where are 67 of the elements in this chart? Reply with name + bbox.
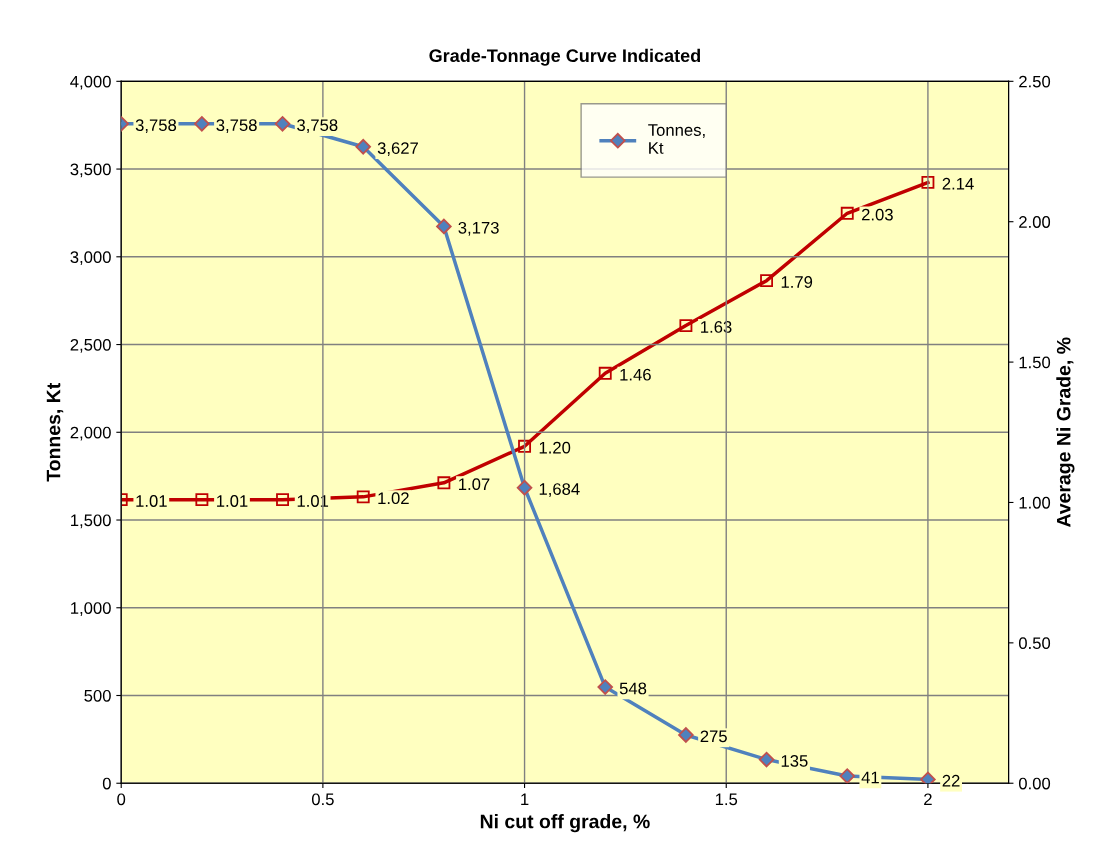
data-label: 1.63 xyxy=(701,321,732,333)
y2-tick-label: 2.00 xyxy=(1019,216,1051,228)
point xyxy=(920,771,936,784)
data-label: 1.01 xyxy=(297,495,329,507)
data-label: 1,684 xyxy=(539,483,580,497)
data-label: 2.14 xyxy=(942,177,974,190)
point xyxy=(921,175,935,189)
x-axis-title: Ni cut off grade, % xyxy=(480,814,650,833)
data-label: 3,758 xyxy=(297,119,338,134)
point xyxy=(758,751,775,768)
data-label: 1.01 xyxy=(136,495,167,507)
y2-tick-label: 1.50 xyxy=(1019,356,1051,369)
data-label: 275 xyxy=(700,730,727,743)
y2-tick-label: 2.50 xyxy=(1019,75,1051,88)
data-label: 135 xyxy=(781,755,808,767)
y-tick-label: 3,000 xyxy=(70,251,111,265)
point xyxy=(518,439,532,453)
x-tick-label: 2 xyxy=(924,793,932,806)
data-label: 22 xyxy=(942,774,960,787)
y-tick-label: 2,500 xyxy=(70,338,111,353)
chart-title: Grade-Tonnage Curve Indicated xyxy=(429,48,700,66)
point xyxy=(437,476,451,490)
y-tick-label: 2,000 xyxy=(70,426,111,441)
point xyxy=(839,768,856,784)
legend-label: Tonnes, Kt xyxy=(648,124,705,154)
point xyxy=(516,479,533,496)
x-tick-label: 0 xyxy=(117,793,126,806)
data-label: 1.79 xyxy=(781,276,813,288)
data-label: 3,758 xyxy=(216,119,257,134)
data-label: 3,758 xyxy=(135,119,177,134)
data-label: 41 xyxy=(861,771,879,784)
y2-axis-title: Average Ni Grade, % xyxy=(1056,337,1075,528)
y2-tick-label: 0.50 xyxy=(1018,637,1051,650)
x-tick-label: 1 xyxy=(521,793,529,806)
y-tick-label: 4,000 xyxy=(70,75,111,90)
point xyxy=(760,274,774,288)
y-tick-label: 1,000 xyxy=(71,602,111,616)
y-axis-title: Tonnes, Kt xyxy=(46,383,64,482)
data-label: 1.20 xyxy=(539,441,571,454)
point xyxy=(597,679,614,695)
point xyxy=(840,206,854,220)
y2-tick-label: 1.00 xyxy=(1019,496,1051,509)
data-label: 1.02 xyxy=(378,492,409,505)
data-label: 3,173 xyxy=(458,221,499,236)
point xyxy=(356,490,370,504)
data-label: 1.07 xyxy=(459,478,490,491)
x-tick-label: 1.5 xyxy=(715,793,738,806)
y-tick-label: 3,500 xyxy=(70,163,111,178)
data-label: 1.01 xyxy=(217,495,248,507)
point xyxy=(276,493,290,507)
point xyxy=(436,218,452,235)
y-tick-label: 500 xyxy=(84,689,111,702)
x-tick-label: 0.5 xyxy=(311,793,334,806)
point xyxy=(194,116,210,132)
data-label: 548 xyxy=(619,682,647,695)
point xyxy=(678,727,694,743)
data-label: 3,627 xyxy=(377,142,418,156)
data-label: 1.46 xyxy=(620,368,651,381)
y2-tick-label: 0.00 xyxy=(1018,777,1051,790)
y-tick-label: 0 xyxy=(102,777,111,790)
point xyxy=(355,138,371,155)
y-tick-label: 1,500 xyxy=(71,514,111,529)
point xyxy=(598,366,612,380)
data-label: 2.03 xyxy=(861,208,893,221)
point xyxy=(274,116,291,132)
point xyxy=(679,319,693,333)
point xyxy=(195,493,209,507)
